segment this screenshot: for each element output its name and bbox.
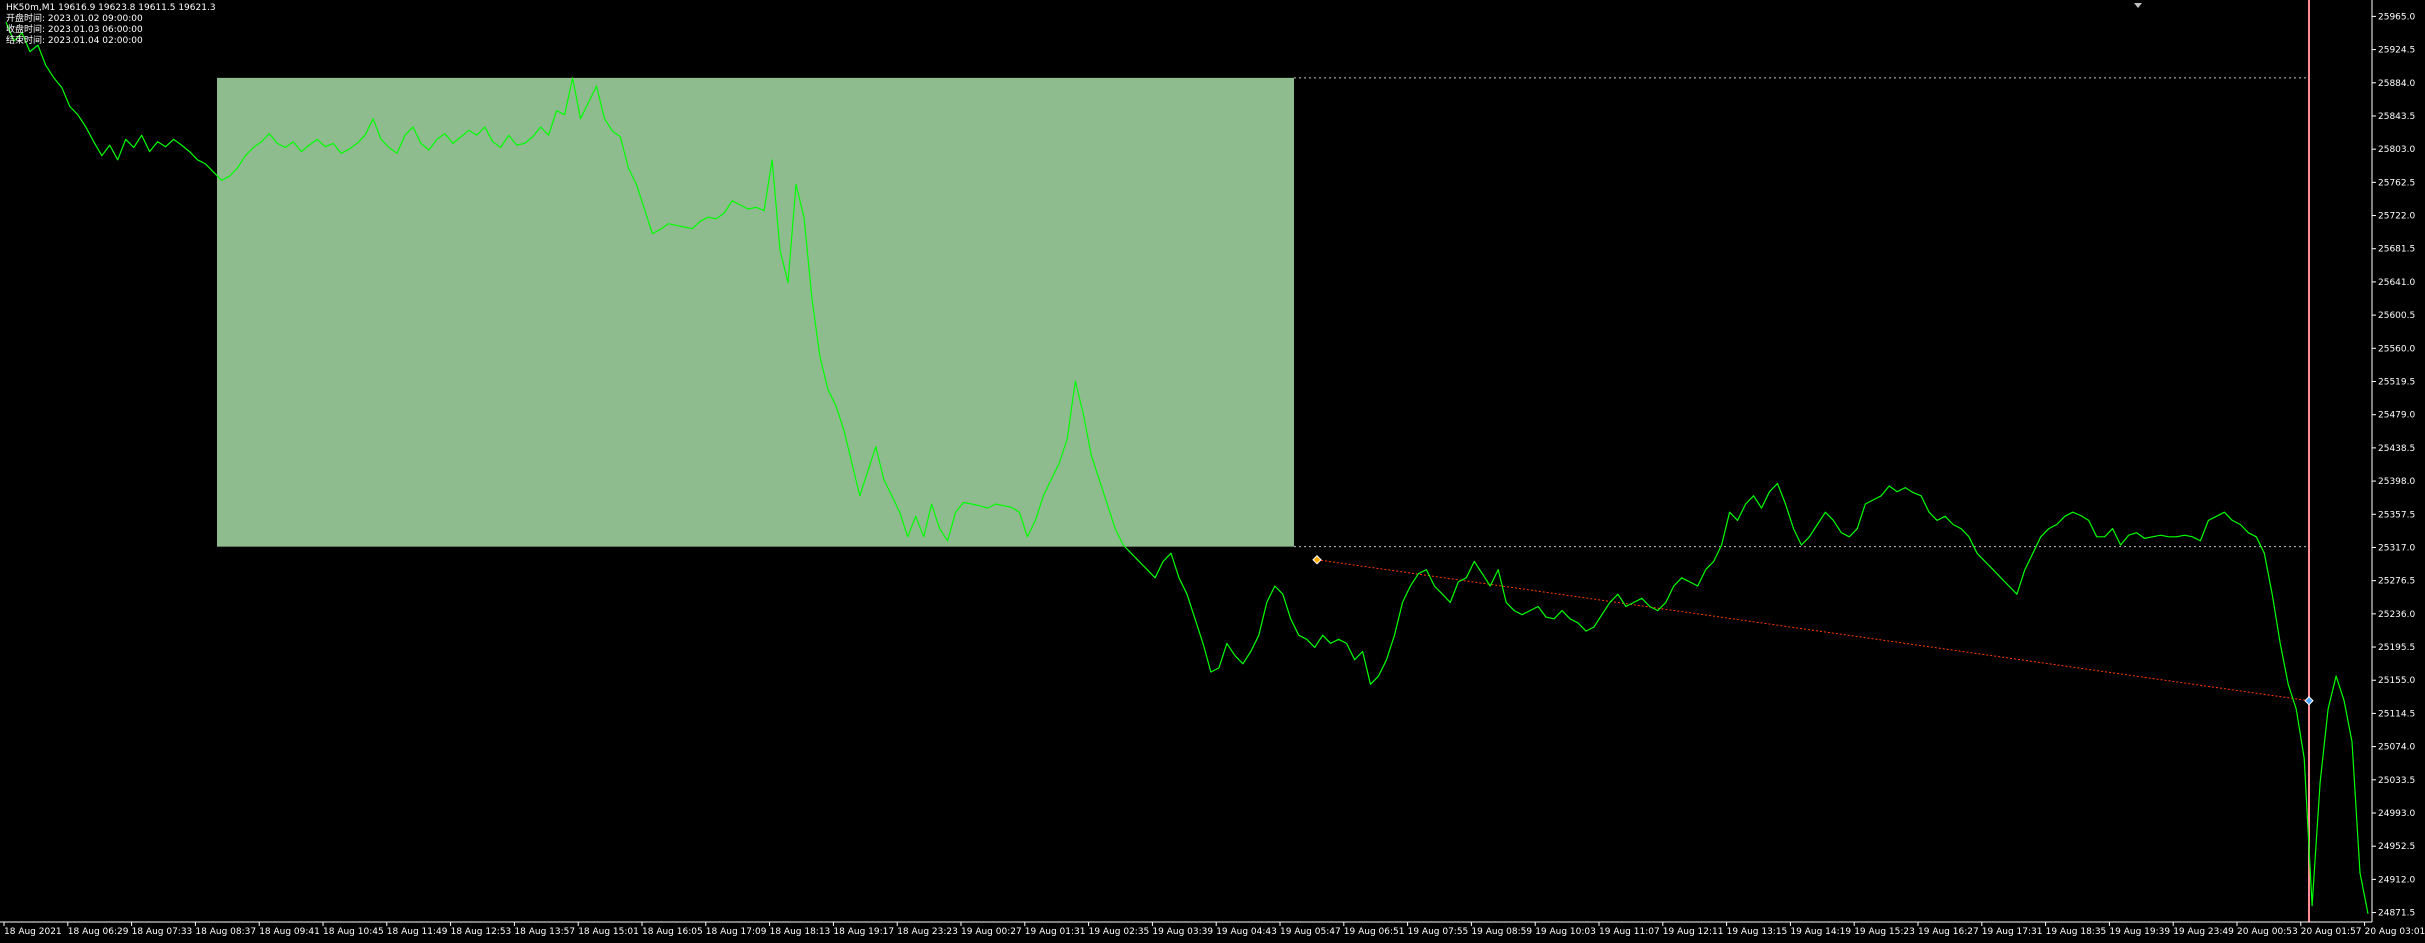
triangle-down-icon[interactable] xyxy=(2134,3,2142,8)
time-axis-label: 18 Aug 08:37 xyxy=(195,927,256,937)
price-axis-label: 25317.0 xyxy=(2378,543,2415,553)
price-series-line xyxy=(5,21,2369,914)
price-axis-label: 25033.5 xyxy=(2378,776,2415,786)
close-time-label: 收盘时间: 2023.01.03 06:00:00 xyxy=(6,25,143,35)
time-axis-label: 19 Aug 07:55 xyxy=(1408,927,1469,937)
time-axis-label: 18 Aug 12:53 xyxy=(451,927,512,937)
time-axis-label: 18 Aug 2021 xyxy=(4,927,62,937)
time-axis-label: 19 Aug 16:27 xyxy=(1918,927,1979,937)
time-axis-label: 18 Aug 07:33 xyxy=(132,927,193,937)
time-axis-label: 19 Aug 08:59 xyxy=(1471,927,1532,937)
price-axis-label: 25681.5 xyxy=(2378,245,2415,255)
time-axis-label: 19 Aug 12:11 xyxy=(1663,927,1724,937)
price-axis-label: 25438.5 xyxy=(2378,444,2415,454)
time-axis-label: 19 Aug 18:35 xyxy=(2046,927,2107,937)
price-axis-label: 25398.0 xyxy=(2378,477,2415,487)
time-axis-label: 19 Aug 15:23 xyxy=(1854,927,1915,937)
time-axis-label: 19 Aug 11:07 xyxy=(1599,927,1660,937)
time-axis-label: 19 Aug 04:43 xyxy=(1216,927,1277,937)
time-axis-label: 18 Aug 09:41 xyxy=(259,927,320,937)
time-axis[interactable]: 18 Aug 2021 18 Aug 06:29 18 Aug 07:33 18 Au… xyxy=(3,922,2425,937)
time-axis-label: 19 Aug 13:15 xyxy=(1727,927,1788,937)
price-axis-label: 25884.0 xyxy=(2378,79,2415,89)
range-box[interactable] xyxy=(217,77,1294,547)
time-axis-label: 18 Aug 15:01 xyxy=(578,927,639,937)
price-axis-label: 25195.5 xyxy=(2378,643,2415,653)
price-axis-label: 25357.5 xyxy=(2378,510,2415,520)
time-axis-label: 19 Aug 05:47 xyxy=(1280,927,1341,937)
time-axis-label: 18 Aug 13:57 xyxy=(514,927,575,937)
time-axis-label: 19 Aug 17:31 xyxy=(1982,927,2043,937)
price-axis-label: 25519.5 xyxy=(2378,378,2415,388)
open-time-label: 开盘时间: 2023.01.02 09:00:00 xyxy=(6,14,143,24)
time-axis-label: 20 Aug 01:57 xyxy=(2301,927,2362,937)
price-axis-label: 24912.0 xyxy=(2378,875,2415,885)
price-axis-label: 25843.5 xyxy=(2378,112,2415,122)
price-axis-label: 24871.5 xyxy=(2378,909,2415,919)
time-axis-label: 18 Aug 10:45 xyxy=(323,927,384,937)
price-axis-label: 25560.0 xyxy=(2378,344,2415,354)
time-axis-label: 19 Aug 19:39 xyxy=(2109,927,2170,937)
time-axis-label: 19 Aug 10:03 xyxy=(1535,927,1596,937)
price-axis-label: 25965.0 xyxy=(2378,12,2415,22)
time-axis-label: 18 Aug 19:17 xyxy=(833,927,894,937)
diamond-icon[interactable] xyxy=(2304,696,2314,706)
price-axis[interactable]: 25965.0 25924.5 25884.0 25843.5 25803.0 25762… xyxy=(2372,12,2415,919)
time-axis-label: 19 Aug 01:31 xyxy=(1025,927,1086,937)
time-axis-label: 19 Aug 14:19 xyxy=(1790,927,1851,937)
price-axis-label: 25074.0 xyxy=(2378,743,2415,753)
price-axis-label: 24952.5 xyxy=(2378,842,2415,852)
time-axis-label: 18 Aug 06:29 xyxy=(68,927,129,937)
price-axis-label: 25236.0 xyxy=(2378,610,2415,620)
price-axis-label: 25114.5 xyxy=(2378,709,2415,719)
diamond-icon[interactable] xyxy=(1312,555,1322,565)
time-axis-label: 18 Aug 23:23 xyxy=(897,927,958,937)
time-axis-label: 18 Aug 18:13 xyxy=(770,927,831,937)
time-axis-label: 18 Aug 17:09 xyxy=(706,927,767,937)
time-axis-label: 19 Aug 03:39 xyxy=(1152,927,1213,937)
time-axis-label: 20 Aug 03:01 xyxy=(2365,927,2425,937)
time-axis-label: 19 Aug 02:35 xyxy=(1089,927,1150,937)
price-axis-label: 25803.0 xyxy=(2378,145,2415,155)
price-axis-label: 25924.5 xyxy=(2378,46,2415,56)
price-axis-label: 25762.5 xyxy=(2378,178,2415,188)
time-axis-label: 20 Aug 00:53 xyxy=(2237,927,2298,937)
time-axis-label: 19 Aug 23:49 xyxy=(2173,927,2234,937)
price-axis-label: 25479.0 xyxy=(2378,411,2415,421)
end-time-label: 结束时间: 2023.01.04 02:00:00 xyxy=(6,36,143,46)
symbol-info: HK50m,M1 19616.9 19623.8 19611.5 19621.3 xyxy=(6,3,216,13)
price-axis-label: 25600.5 xyxy=(2378,311,2415,321)
time-axis-label: 18 Aug 11:49 xyxy=(387,927,448,937)
time-axis-label: 19 Aug 06:51 xyxy=(1344,927,1405,937)
time-axis-label: 19 Aug 00:27 xyxy=(961,927,1022,937)
price-axis-label: 25722.0 xyxy=(2378,212,2415,222)
price-axis-label: 25641.0 xyxy=(2378,278,2415,288)
time-axis-label: 18 Aug 16:05 xyxy=(642,927,703,937)
price-axis-label: 24993.0 xyxy=(2378,809,2415,819)
price-axis-label: 25155.0 xyxy=(2378,676,2415,686)
trend-line[interactable] xyxy=(1316,559,2310,702)
price-axis-label: 25276.5 xyxy=(2378,577,2415,587)
